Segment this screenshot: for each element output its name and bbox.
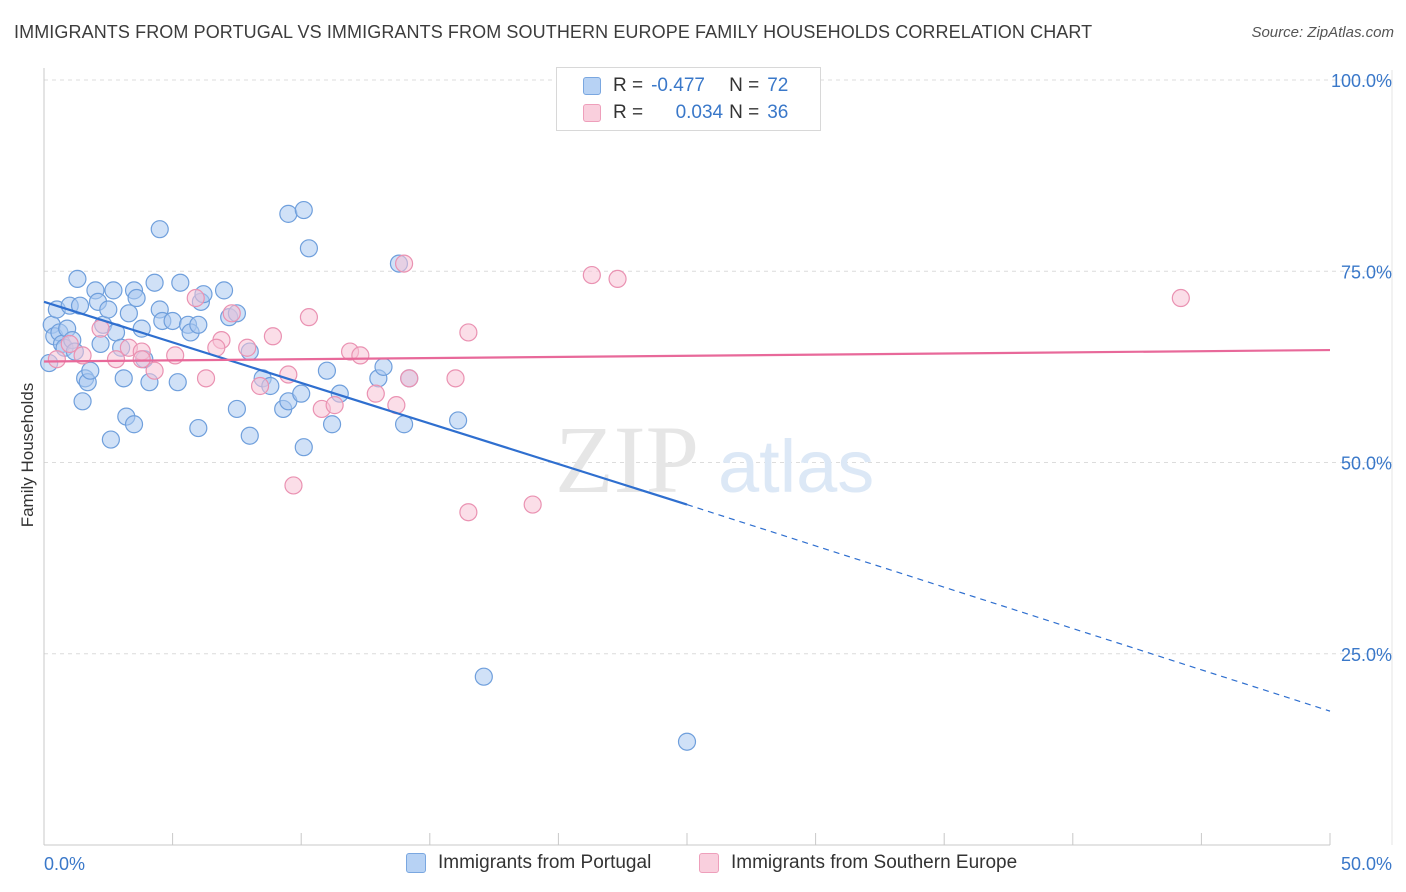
watermark-atlas: atlas [718,425,874,508]
data-point-portugal [227,399,246,419]
legend-n-label: N = [729,75,760,96]
data-point-southern-europe [222,304,241,323]
data-point-southern-europe [299,308,319,327]
data-point-portugal [168,373,187,392]
data-point-portugal [240,426,259,445]
data-point-portugal [189,315,208,334]
data-point-portugal [322,415,342,434]
data-point-portugal [189,418,208,438]
legend-r-label: R = [613,75,644,96]
data-point-southern-europe [582,265,601,285]
data-point-portugal [114,369,133,388]
legend-row-portugal: R = -0.477 N = 72 [583,73,788,99]
data-point-southern-europe [366,384,385,403]
grid-lines [44,70,1393,845]
data-point-southern-europe [132,350,151,369]
data-point-portugal [73,392,92,411]
data-point-portugal [145,273,164,292]
data-point-portugal [214,281,234,300]
legend-swatch-pink [583,104,601,122]
y-tick-label: 50.0% [1341,454,1392,474]
legend-n-label: N = [729,102,760,123]
trend-line-portugal [43,300,688,506]
data-point-southern-europe [394,254,414,273]
data-point-portugal [99,300,118,319]
data-point-southern-europe [279,365,298,384]
legend-item-portugal[interactable]: Immigrants from Portugal [406,852,651,874]
data-point-portugal [104,281,123,300]
data-point-portugal [317,361,337,380]
legend-r-value: 0.034 [675,102,724,123]
data-point-southern-europe [325,396,344,415]
data-point-southern-europe [459,323,478,342]
data-point-southern-europe [608,269,627,288]
legend-label-portugal: Immigrants from Portugal [438,852,652,873]
data-point-southern-europe [47,350,66,369]
data-point-portugal [294,438,313,457]
source-label: Source: ZipAtlas.com [1251,24,1394,41]
tick-labels: 25.0% 50.0% 75.0% 100.0% 0.0% 50.0% [44,71,1392,874]
data-point-southern-europe [351,346,370,365]
data-point-portugal [119,304,138,323]
legend-swatch-blue [583,77,601,95]
data-point-portugal [101,430,120,449]
legend-r-label: R = [613,102,644,123]
data-point-southern-europe [446,369,465,388]
legend-label-southern-europe: Immigrants from Southern Europe [731,852,1018,873]
axes [43,68,1331,846]
data-point-southern-europe [523,495,542,514]
data-point-portugal [163,311,182,331]
data-point-portugal [677,732,697,751]
y-tick-label: 25.0% [1341,645,1392,665]
x-tick-label: 50.0% [1341,854,1392,874]
legend-swatch-blue [406,853,426,873]
data-point-portugal [68,269,87,288]
legend-n-value: 72 [767,75,789,96]
data-point-portugal [279,204,298,223]
data-point-southern-europe [459,503,478,522]
data-point-portugal [448,411,468,430]
data-point-southern-europe [145,361,164,380]
data-point-southern-europe [400,369,419,388]
chart-title: IMMIGRANTS FROM PORTUGAL VS IMMIGRANTS F… [14,22,1093,42]
legend-row-southern-europe: R = 0.034 N = 36 [583,100,788,126]
data-point-portugal [474,667,493,686]
trend-line-portugal-extension [686,504,1331,712]
legend-item-southern-europe[interactable]: Immigrants from Southern Europe [699,852,1017,874]
data-point-southern-europe [238,338,257,357]
data-point-southern-europe [1171,288,1190,308]
watermark: ZIP atlas [555,406,874,513]
data-point-southern-europe [196,369,216,388]
y-tick-label: 75.0% [1341,262,1392,282]
y-tick-label: 100.0% [1331,71,1392,91]
watermark-zip: ZIP [555,406,699,513]
legend-r-value: -0.477 [651,75,705,96]
data-point-portugal [127,288,146,308]
data-point-portugal [292,384,311,403]
data-point-southern-europe [60,334,79,354]
data-point-southern-europe [250,376,270,396]
bottom-legend: Immigrants from Portugal Immigrants from… [0,850,1406,878]
data-point-portugal [374,357,393,376]
data-point-southern-europe [263,327,283,346]
data-point-portugal [299,239,319,258]
data-point-portugal [171,273,190,292]
x-tick-label: 0.0% [44,854,85,874]
data-point-southern-europe [106,350,126,369]
trend-lines [43,300,1331,712]
data-point-portugal [81,361,100,380]
correlation-legend: R = -0.477 N = 72 R = 0.034 N = 36 [556,67,821,131]
data-point-southern-europe [284,476,303,495]
data-point-southern-europe [73,346,92,365]
data-point-portugal [294,200,313,220]
data-point-portugal [124,415,144,434]
data-point-southern-europe [186,288,205,308]
legend-n-value: 36 [767,102,789,123]
legend-swatch-pink [699,853,719,873]
series-southern-europe-points [47,254,1190,522]
data-point-portugal [150,220,169,239]
trend-line-southern-europe [43,348,1331,363]
data-point-portugal [91,334,110,354]
